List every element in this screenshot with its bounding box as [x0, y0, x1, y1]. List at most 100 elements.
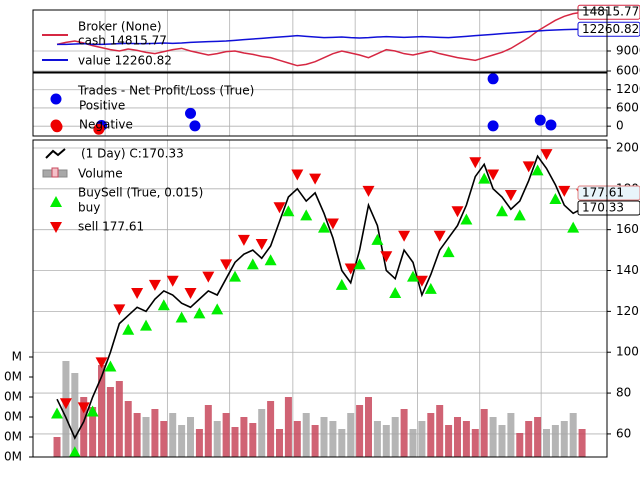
volume-bar	[507, 413, 515, 457]
volume-bar	[284, 397, 292, 457]
buy-marker	[371, 233, 384, 245]
sell-marker	[540, 149, 553, 161]
buy-marker	[282, 205, 295, 217]
panel-frame	[32, 139, 608, 458]
legend-label: Volume	[78, 167, 123, 181]
value-box-label: 177.61	[582, 186, 624, 200]
sell-marker	[255, 238, 268, 250]
volume-bar	[258, 409, 266, 457]
y-tick-label: 120	[616, 304, 639, 318]
sell-marker	[326, 218, 339, 230]
y-tick-label: 140	[616, 263, 639, 277]
volume-bar	[453, 417, 461, 457]
y-tick-label: 160	[616, 222, 639, 236]
value-box-label: 12260.82	[582, 22, 639, 36]
volume-bar	[347, 413, 355, 457]
volume-bar	[133, 413, 141, 457]
volume-bar	[400, 409, 408, 457]
sell-marker	[148, 279, 161, 291]
volume-bar	[445, 425, 453, 457]
volume-bar	[204, 405, 212, 457]
volume-bar	[534, 417, 542, 457]
y-tick-label: 600	[616, 100, 639, 114]
y2-tick-label: 0M	[4, 450, 22, 464]
volume-bar	[516, 433, 524, 457]
value-box-label: 14815.77	[582, 5, 639, 19]
sell-marker	[522, 161, 535, 173]
volume-bar	[222, 413, 230, 457]
sell-marker	[433, 230, 446, 242]
buy-marker	[406, 270, 419, 282]
sell-marker	[59, 398, 72, 410]
legend-swatch	[50, 119, 62, 131]
volume-bar	[382, 425, 390, 457]
volume-bar	[356, 405, 364, 457]
volume-bar	[276, 429, 284, 457]
volume-bar	[98, 365, 106, 457]
legend-label: sell 177.61	[78, 220, 144, 234]
legend-label: value 12260.82	[78, 54, 172, 68]
trade-point	[545, 119, 557, 131]
buy-marker	[318, 221, 331, 233]
buy-marker	[353, 258, 366, 270]
volume-bar	[249, 423, 257, 457]
buy-marker	[122, 323, 135, 335]
panel-frame	[32, 72, 608, 137]
volume-bar	[231, 427, 239, 457]
buy-marker	[68, 446, 81, 458]
volume-bar	[338, 429, 346, 457]
buy-marker	[495, 205, 508, 217]
volume-bar	[329, 421, 337, 457]
value-box-frame	[577, 4, 640, 20]
legend-swatch	[50, 222, 62, 233]
value-box: 170.33	[577, 200, 640, 216]
sell-marker	[487, 169, 500, 181]
buy-marker	[460, 213, 473, 225]
y-tick-label: 200	[616, 140, 639, 154]
sell-marker	[77, 402, 90, 414]
buy-marker	[140, 319, 153, 331]
sell-marker	[184, 287, 197, 299]
volume-bar	[418, 421, 426, 457]
sell-marker	[504, 189, 517, 201]
buy-marker	[549, 193, 562, 205]
volume-bar	[542, 429, 550, 457]
volume-bar	[115, 381, 123, 457]
trade-point	[487, 73, 499, 85]
sell-marker	[415, 275, 428, 287]
trade-point	[487, 120, 499, 132]
buy-marker	[246, 258, 259, 270]
volume-bar	[551, 425, 559, 457]
y2-tick-label: M	[12, 350, 22, 364]
buy-marker	[175, 311, 188, 323]
legend-label: (1 Day) C:170.33	[81, 147, 184, 161]
sell-marker	[95, 357, 108, 369]
volume-bar	[293, 421, 301, 457]
buy-marker	[157, 299, 170, 311]
volume-bar	[160, 421, 168, 457]
value-box-frame	[577, 200, 640, 216]
volume-bar	[106, 387, 114, 457]
buy-marker	[478, 172, 491, 184]
trade-point	[93, 123, 105, 135]
volume-bar	[569, 413, 577, 457]
buy-marker	[442, 246, 455, 258]
value-box-label: 170.33	[582, 201, 624, 215]
buy-marker	[335, 278, 348, 290]
volume-bar	[89, 407, 97, 457]
value-box-frame	[577, 185, 640, 201]
legend-swatch	[51, 167, 59, 178]
volume-bar	[151, 409, 159, 457]
volume-bar	[498, 425, 506, 457]
sell-marker	[220, 259, 233, 271]
buy-marker	[193, 307, 206, 319]
legend-label: Negative	[79, 118, 133, 132]
sell-marker	[451, 206, 464, 218]
volume-bar	[409, 429, 417, 457]
panel-background	[33, 10, 607, 72]
volume-bar	[195, 429, 203, 457]
sell-marker	[344, 263, 357, 275]
volume-bar	[240, 417, 248, 457]
buy-marker	[389, 286, 402, 298]
